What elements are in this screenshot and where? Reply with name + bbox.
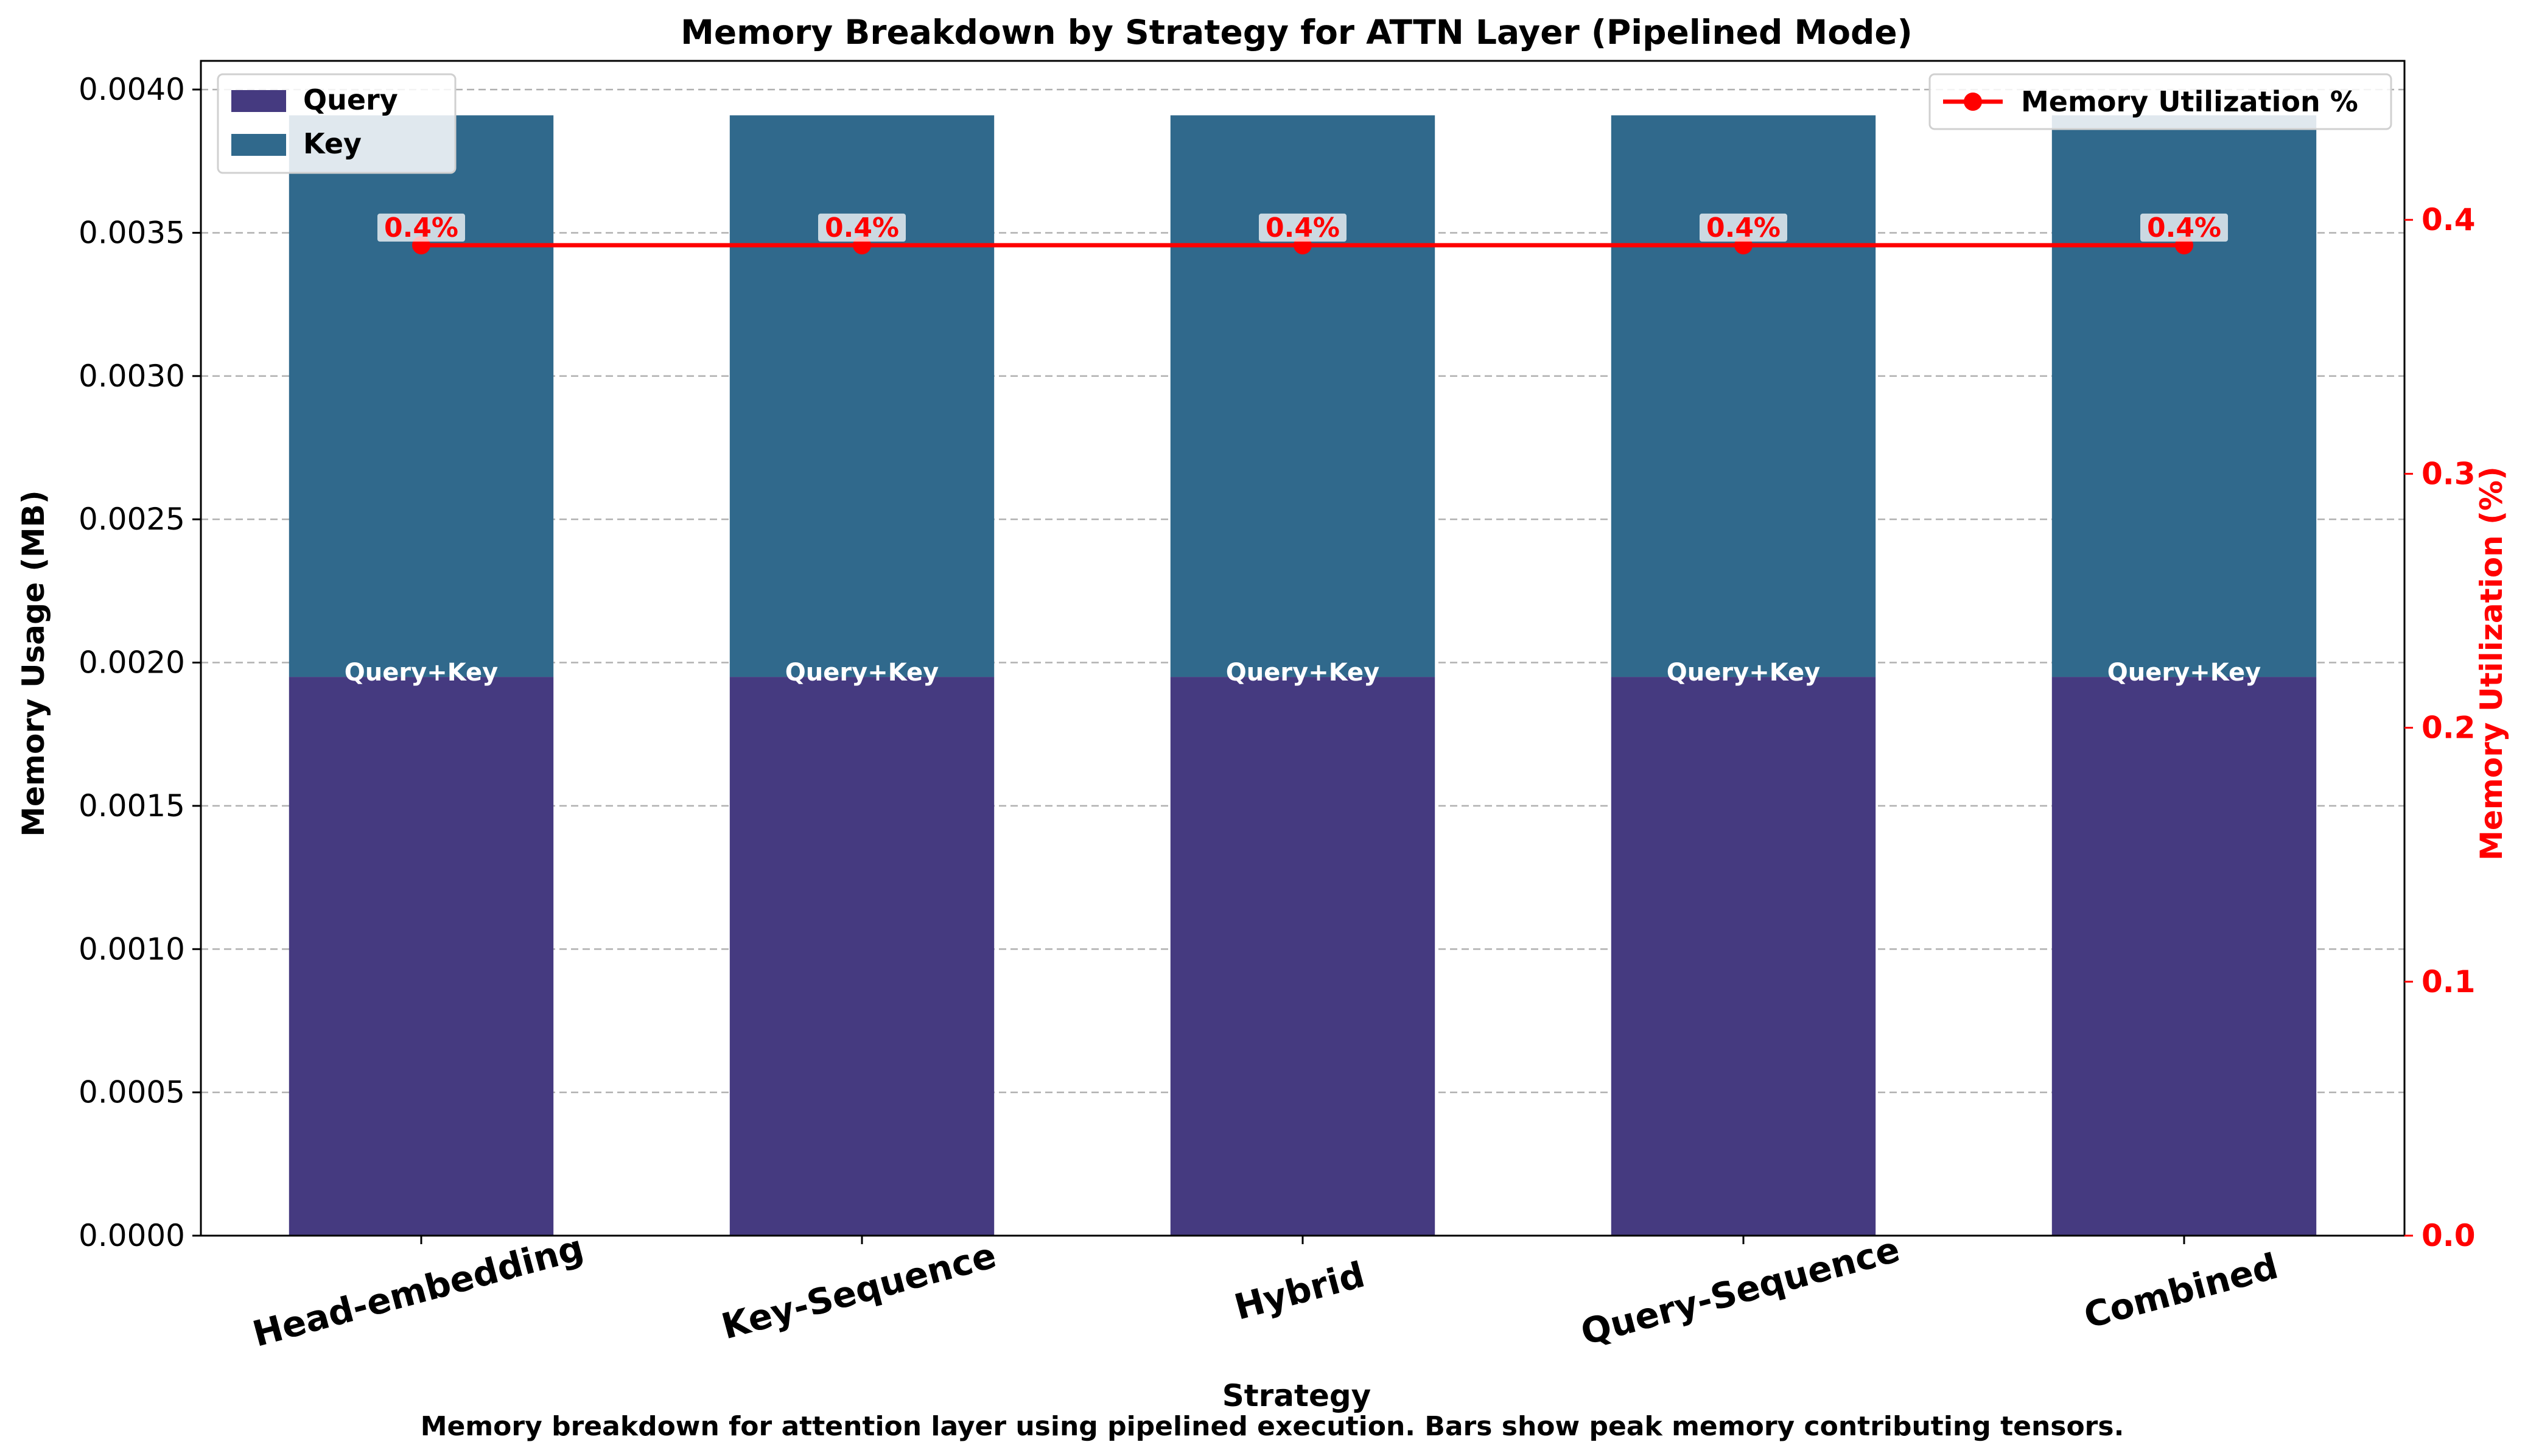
bars: Query+Key Query+Key Query+Key Query+Key Quer… [289,115,2317,1236]
utilization-line: 0.4% 0.4% 0.4% 0.4% 0.4% [377,212,2228,254]
bar-segment-label: Query+Key [1667,659,1820,687]
legend-left: Query Key [217,73,457,174]
bar-segment-label: Query+Key [2107,659,2261,687]
bar-key-query-sequence [1611,115,1876,677]
chart-title: Memory Breakdown by Strategy for ATTN La… [681,13,1913,52]
chart-caption: Memory breakdown for attention layer usi… [421,1411,2124,1442]
x-tick-label: Key-Sequence [717,1234,1000,1348]
bar-key-hybrid [1170,115,1435,677]
utilization-label: 0.4% [1266,212,1340,243]
bar-query-combined [2051,677,2317,1236]
legend-label-key: Key [303,127,362,160]
x-tick-label: Query-Sequence [1577,1228,1904,1353]
y-tick-label: 0.0035 [79,215,185,250]
bar-query-hybrid [1170,677,1435,1236]
x-axis-label: Strategy [1222,1378,1371,1413]
x-tick-label: Head-embedding [248,1227,588,1355]
legend-label-utilization: Memory Utilization % [2021,85,2358,118]
bar-segment-label: Query+Key [345,659,498,687]
legend-line-marker [1964,93,1982,111]
utilization-label-box [377,213,465,242]
y-tick-label: 0.0025 [79,502,185,537]
y2-tick-label: 0.3 [2422,456,2476,491]
y-tick-label: 0.0030 [79,359,185,394]
y-tick-label: 0.0040 [79,72,185,107]
legend-swatch-query [231,90,286,112]
y-tick-label: 0.0005 [79,1075,185,1110]
x-tick-label: Hybrid [1230,1254,1369,1328]
utilization-label-box [2140,213,2228,242]
legend-right: Memory Utilization % [1928,73,2392,130]
bar-query-head-embedding [289,677,554,1236]
x-tick-label: Combined [2079,1245,2282,1337]
legend-label-query: Query [303,83,398,116]
y-tick-label: 0.0000 [79,1218,185,1253]
bar-segment-label: Query+Key [785,659,939,687]
utilization-label-box [818,213,906,242]
utilization-label: 0.4% [384,212,458,243]
y2-tick-label: 0.4 [2422,202,2476,237]
bar-query-query-sequence [1611,677,1876,1236]
bar-key-head-embedding [289,115,554,677]
y-axis-label: Memory Usage (MB) [16,490,51,837]
bar-segment-label: Query+Key [1226,659,1379,687]
utilization-label-box [1700,213,1787,242]
legend-right-box [1928,73,2392,130]
y-tick-label: 0.0020 [79,645,185,681]
utilization-label: 0.4% [1706,212,1781,243]
y-tick-label: 0.0010 [79,931,185,967]
y2-tick-label: 0.2 [2422,710,2476,746]
bar-key-key-sequence [729,115,995,677]
y2-tick-label: 0.1 [2422,964,2476,999]
bar-key-combined [2051,115,2317,677]
y2-tick-label: 0.0 [2422,1218,2476,1253]
y-tick-label: 0.0015 [79,788,185,824]
bar-query-key-sequence [729,677,995,1236]
utilization-label: 0.4% [825,212,899,243]
legend-swatch-key [231,134,286,156]
utilization-label: 0.4% [2147,212,2221,243]
utilization-label-box [1259,213,1347,242]
y2-axis-label: Memory Utilization (%) [2474,466,2509,861]
